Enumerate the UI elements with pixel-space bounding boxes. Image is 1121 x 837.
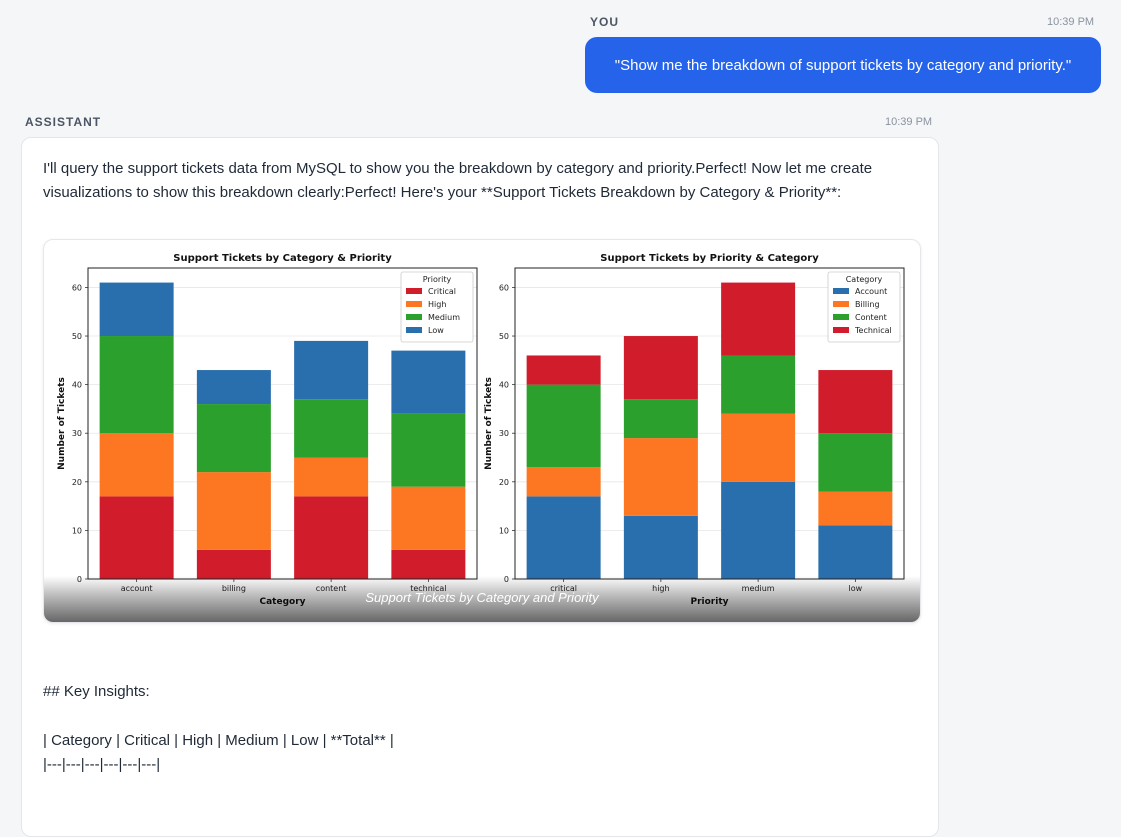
bar-segment-content-critical [526,384,601,468]
bar-segment-content-low [818,433,893,492]
bar-segment-medium-technical [391,413,466,487]
assistant-message-time: 10:39 PM [885,116,933,128]
legend-label-medium: Medium [428,313,460,322]
y-tick-label: 50 [499,332,509,341]
assistant-role-label: ASSISTANT [25,115,102,129]
legend-swatch-account [833,288,849,294]
legend-label-critical: Critical [428,287,456,296]
legend-label-billing: Billing [855,300,880,309]
y-tick-label: 10 [499,526,509,535]
legend-swatch-billing [833,301,849,307]
bar-segment-account-low [818,525,893,579]
image-caption: Support Tickets by Category and Priority [365,590,599,605]
legend-label-account: Account [855,287,887,296]
y-tick-label: 60 [499,283,509,292]
insights-heading: ## Key Insights: [43,683,150,700]
y-axis-label: Number of Tickets [484,377,494,470]
bar-segment-high-technical [391,486,466,550]
bar-segment-technical-high [623,336,698,400]
legend-swatch-critical [406,288,422,294]
bar-segment-billing-low [818,491,893,526]
y-tick-label: 10 [72,526,82,535]
user-message-bubble: "Show me the breakdown of support ticket… [585,37,1101,93]
bar-segment-billing-high [623,438,698,516]
legend-swatch-content [833,314,849,320]
bar-segment-billing-critical [526,467,601,497]
bar-segment-low-billing [196,370,271,405]
legend-swatch-low [406,327,422,333]
bar-segment-medium-billing [196,404,271,473]
y-axis-label: Number of Tickets [57,377,67,470]
y-tick-label: 60 [72,283,82,292]
legend-title: Category [846,275,883,284]
bar-segment-account-medium [721,481,796,579]
y-tick-label: 20 [72,478,82,487]
bar-segment-high-billing [196,472,271,550]
bar-segment-technical-low [818,370,893,434]
chart-image[interactable]: 0102030405060accountbillingcontenttechni… [43,239,921,623]
bar-segment-content-high [623,399,698,439]
y-tick-label: 50 [72,332,82,341]
bar-segment-low-technical [391,350,466,414]
bar-segment-technical-critical [526,355,601,385]
bar-segment-low-content [294,340,369,400]
legend-label-high: High [428,300,446,309]
bar-segment-critical-billing [196,549,271,579]
legend-label-low: Low [428,326,444,335]
legend-swatch-medium [406,314,422,320]
legend-label-content: Content [855,313,887,322]
table-header-row: | Category | Critical | High | Medium | … [43,732,394,749]
bar-segment-critical-content [294,496,369,579]
assistant-message-card: I'll query the support tickets data from… [21,137,939,837]
bar-segment-technical-medium [721,282,796,356]
legend-swatch-technical [833,327,849,333]
legend-label-technical: Technical [854,326,892,335]
chart-title: Support Tickets by Category & Priority [173,253,392,264]
y-tick-label: 40 [72,381,82,390]
bar-segment-low-account [99,282,174,337]
bar-segment-critical-account [99,496,174,579]
y-tick-label: 30 [72,429,82,438]
table-separator-row: |---|---|---|---|---|---| [43,756,161,773]
bar-segment-high-content [294,457,369,497]
legend-swatch-high [406,301,422,307]
chart-title: Support Tickets by Priority & Category [600,253,819,264]
bar-segment-account-critical [526,496,601,579]
bar-segment-high-account [99,433,174,497]
bar-segment-medium-content [294,399,369,458]
bar-segment-account-high [623,515,698,579]
y-tick-label: 30 [499,429,509,438]
user-role-label: YOU [590,15,620,29]
charts-svg: 0102030405060accountbillingcontenttechni… [57,253,905,607]
assistant-intro-text: I'll query the support tickets data from… [43,160,873,201]
y-tick-label: 40 [499,381,509,390]
y-tick-label: 20 [499,478,509,487]
bar-segment-content-medium [721,355,796,414]
bar-segment-medium-account [99,336,174,434]
user-message-time: 10:39 PM [1047,16,1095,28]
legend-title: Priority [423,275,452,284]
caption-overlay [44,576,920,622]
bar-segment-billing-medium [721,413,796,482]
bar-segment-critical-technical [391,549,466,579]
